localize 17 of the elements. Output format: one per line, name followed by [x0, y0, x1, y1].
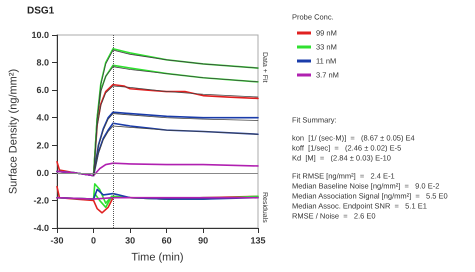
x-tick-label: -30	[50, 236, 64, 246]
x-tick-label: 135	[250, 236, 266, 246]
x-tick-label: 60	[162, 236, 172, 246]
y-axis-title: Surface Density (ng/mm²)	[8, 68, 20, 194]
y-tick-label: 2.0	[36, 140, 49, 150]
y-tick-label: 10.0	[31, 30, 49, 40]
y-tick-label: 8.0	[36, 58, 49, 68]
y-tick-label: 4.0	[36, 112, 49, 123]
x-tick-label: 90	[198, 236, 208, 246]
y-tick-label: 0.0	[36, 168, 49, 178]
x-tick-label: 0	[91, 236, 96, 246]
y-tick-label: -2.0	[33, 195, 49, 206]
x-tick-label: 30	[125, 236, 136, 246]
y-tick-label: -4.0	[33, 223, 49, 233]
y-tick-label: 6.0	[36, 85, 49, 96]
chart-title: DSG1	[27, 6, 55, 16]
x-axis-title: Time (min)	[131, 252, 184, 264]
